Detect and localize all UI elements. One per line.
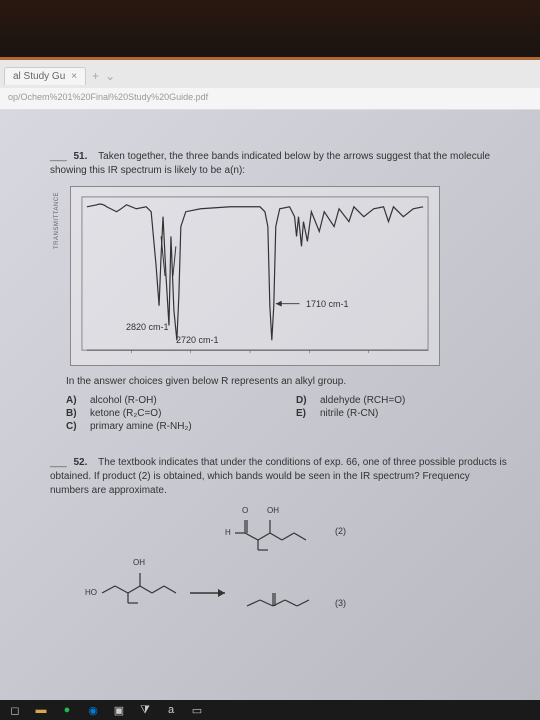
- peak-label-2820: 2820 cm-1: [126, 322, 169, 332]
- choice-d: D) aldehyde (RCH=O): [296, 395, 496, 406]
- choice-a: A) alcohol (R-OH): [66, 395, 266, 406]
- taskview-icon[interactable]: ◻: [8, 703, 22, 717]
- monitor-bezel: [0, 0, 540, 60]
- choice-letter: C): [66, 421, 82, 432]
- spotify-icon[interactable]: ●: [60, 703, 74, 717]
- choice-text: primary amine (R-NH₂): [90, 421, 192, 432]
- question-51: ___ 51. Taken together, the three bands …: [50, 150, 510, 178]
- question-number: 52.: [73, 457, 87, 468]
- molecule-1: [90, 558, 200, 608]
- mol-o-label: O: [242, 506, 248, 515]
- blank-prefix: ___: [50, 457, 67, 468]
- choice-b: B) ketone (R₂C=O): [66, 408, 266, 419]
- tab-menu-icon[interactable]: ⌄: [105, 69, 115, 83]
- url-bar[interactable]: op/Ochem%201%20Final%20Study%20Guide.pdf: [0, 88, 540, 110]
- dropbox-icon[interactable]: ⧩: [138, 703, 152, 717]
- mol-ho-label: HO: [85, 588, 97, 597]
- edge-icon[interactable]: ◉: [86, 703, 100, 717]
- store-icon[interactable]: ▣: [112, 703, 126, 717]
- choice-letter: D): [296, 395, 312, 406]
- tab-title: al Study Gu: [13, 71, 65, 82]
- question-text: The textbook indicates that under the co…: [50, 457, 507, 496]
- pdf-page: ___ 51. Taken together, the three bands …: [0, 110, 540, 700]
- question-note: In the answer choices given below R repr…: [66, 376, 510, 387]
- question-number: 51.: [73, 151, 87, 162]
- mol-3-label: (3): [335, 598, 346, 608]
- choice-c: C) primary amine (R-NH₂): [66, 421, 266, 432]
- choice-e: E) nitrile (R-CN): [296, 408, 496, 419]
- choice-text: nitrile (R-CN): [320, 408, 378, 419]
- answer-choices: A) alcohol (R-OH) D) aldehyde (RCH=O) B)…: [66, 395, 510, 432]
- molecule-3: [235, 578, 325, 613]
- peak-label-1710: 1710 cm-1: [306, 299, 349, 309]
- y-axis-label: TRANSMITTANCE: [54, 192, 60, 249]
- molecule-diagrams: O OH H (2) OH HO: [90, 508, 510, 618]
- question-52: ___ 52. The textbook indicates that unde…: [50, 456, 510, 498]
- question-text: Taken together, the three bands indicate…: [50, 151, 490, 176]
- browser-chrome: al Study Gu × + ⌄ op/Ochem%201%20Final%2…: [0, 60, 540, 110]
- tab-bar: al Study Gu × + ⌄: [0, 64, 540, 88]
- new-tab-button[interactable]: +: [92, 69, 99, 83]
- app-icon[interactable]: ▭: [190, 703, 204, 717]
- close-icon[interactable]: ×: [71, 71, 77, 82]
- windows-taskbar: ◻ ▬ ● ◉ ▣ ⧩ a ▭: [0, 700, 540, 720]
- choice-letter: B): [66, 408, 82, 419]
- url-text: op/Ochem%201%20Final%20Study%20Guide.pdf: [8, 92, 208, 102]
- explorer-icon[interactable]: ▬: [34, 703, 48, 717]
- mol-oh2-label: OH: [133, 558, 145, 567]
- spectrum-svg: [71, 187, 439, 365]
- mol-oh-label: OH: [267, 506, 279, 515]
- choice-text: alcohol (R-OH): [90, 395, 157, 406]
- choice-letter: A): [66, 395, 82, 406]
- choice-letter: E): [296, 408, 312, 419]
- amazon-icon[interactable]: a: [164, 703, 178, 717]
- choice-text: ketone (R₂C=O): [90, 408, 161, 419]
- blank-prefix: ___: [50, 151, 67, 162]
- mol-h-label: H: [225, 528, 231, 537]
- ir-spectrum-chart: TRANSMITTANCE 2820 cm-1 2720 cm-1 1710 c…: [70, 186, 440, 366]
- choice-text: aldehyde (RCH=O): [320, 395, 405, 406]
- browser-tab[interactable]: al Study Gu ×: [4, 67, 86, 85]
- mol-2-label: (2): [335, 526, 346, 536]
- reaction-arrow: [185, 583, 235, 603]
- peak-label-2720: 2720 cm-1: [176, 335, 219, 345]
